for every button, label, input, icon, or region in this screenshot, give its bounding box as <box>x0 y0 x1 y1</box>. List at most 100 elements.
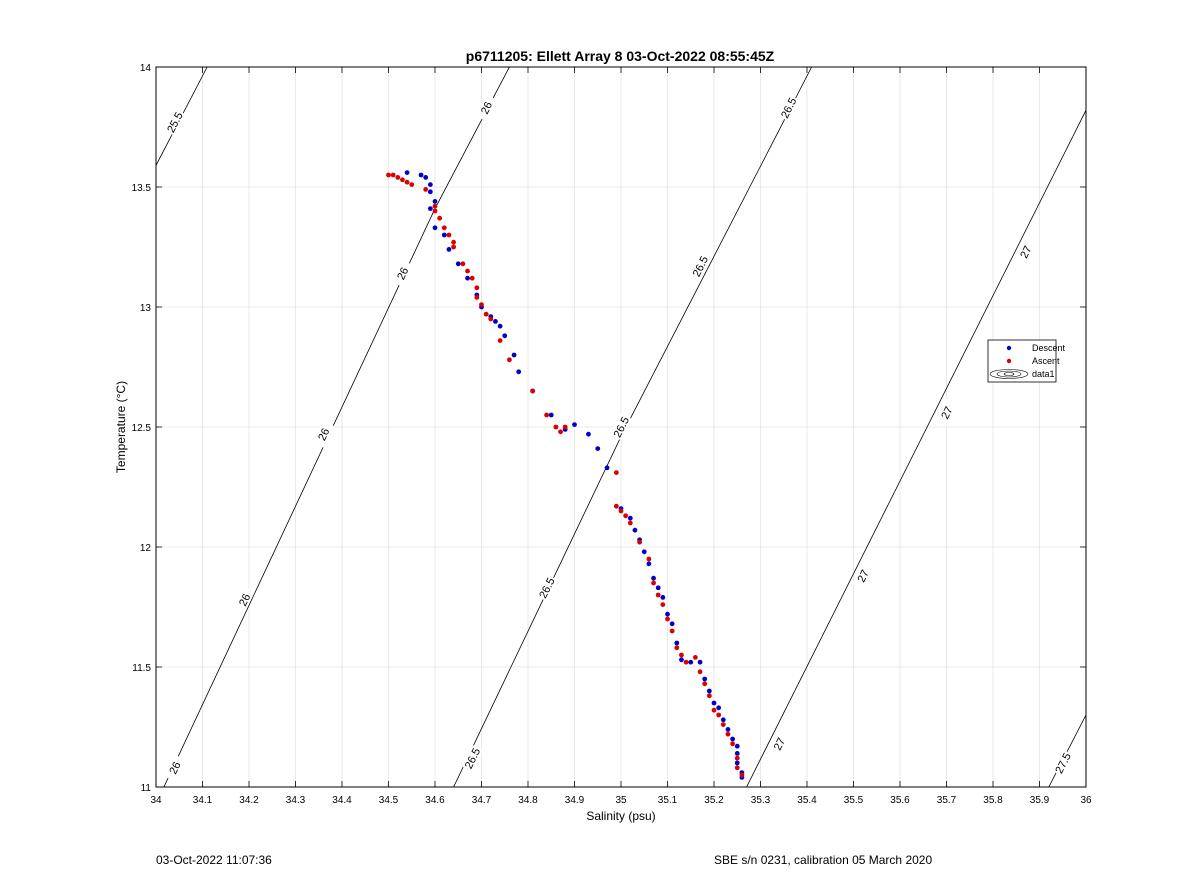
x-tick-label: 34.8 <box>518 795 538 806</box>
descent-point <box>702 676 708 682</box>
ascent-point <box>734 765 740 771</box>
legend-label-descent: Descent <box>1032 343 1066 353</box>
ascent-point <box>530 388 536 394</box>
descent-point <box>697 659 703 665</box>
descent-point <box>595 446 601 451</box>
descent-point <box>404 170 410 176</box>
ascent-point <box>706 693 712 699</box>
x-tick-label: 34.4 <box>332 795 352 806</box>
descent-point <box>502 333 508 339</box>
contour-label-bg <box>935 399 958 427</box>
ascent-point <box>441 225 447 231</box>
ascent-point <box>404 179 410 185</box>
contour-label-26: 26 <box>479 100 495 116</box>
y-tick-label: 11.5 <box>132 663 151 674</box>
contour-label-27: 27 <box>856 568 872 584</box>
ascent-point <box>460 261 466 267</box>
descent-point <box>586 431 591 437</box>
descent-point <box>432 225 438 231</box>
ascent-point <box>711 707 717 713</box>
descent-point <box>418 172 424 178</box>
y-axis-label: Temperature (°C) <box>114 381 128 473</box>
x-tick-label: 35.3 <box>751 795 771 806</box>
descent-point <box>427 189 433 195</box>
descent-point <box>730 736 735 742</box>
contour-label-bg <box>777 94 800 122</box>
ascent-point <box>562 424 568 430</box>
ascent-point <box>646 556 652 562</box>
contour-label-bg <box>391 259 414 287</box>
x-tick-label: 34.5 <box>379 795 399 806</box>
descent-point <box>711 700 717 706</box>
x-axis-ticks: 34 34.1 34.2 34.3 34.4 34.5 34.6 34.7 34.8 34.9 35… <box>150 67 1092 806</box>
ascent-point <box>395 175 401 180</box>
ascent-point <box>423 187 429 192</box>
x-tick-label: 34.9 <box>565 795 585 806</box>
ascent-point <box>637 539 642 545</box>
x-tick-label: 35.6 <box>890 795 910 806</box>
contour-line-27 <box>746 110 1086 787</box>
ascent-point <box>479 302 484 307</box>
descent-point <box>674 640 680 646</box>
legend-marker-ascent <box>1006 358 1012 364</box>
y-axis-ticks: 11 11.5 12 12.5 13 13.5 14 <box>132 63 1086 794</box>
ascent-point <box>386 172 391 178</box>
ascent-point <box>451 244 456 250</box>
ascent-point <box>613 503 619 509</box>
descent-point <box>604 465 610 471</box>
legend-label-data1: data1 <box>1032 369 1055 379</box>
descent-point <box>669 621 675 627</box>
y-tick-label: 11 <box>141 783 152 794</box>
descent-point <box>511 352 517 358</box>
descent-point <box>446 247 452 252</box>
ascent-point <box>544 412 549 418</box>
descent-point <box>432 199 438 204</box>
descent-point <box>660 595 666 600</box>
ascent-point <box>725 731 731 737</box>
ascent-point <box>720 722 726 727</box>
x-tick-label: 35.9 <box>1030 795 1050 806</box>
ascent-point <box>390 172 396 178</box>
contour-label-26: 26 <box>395 266 411 282</box>
descent-point <box>646 561 652 567</box>
footer-timestamp: 03-Oct-2022 11:07:36 <box>156 853 272 867</box>
y-tick-label: 13.5 <box>132 183 152 194</box>
ascent-point <box>674 645 680 651</box>
contour-label-bg <box>475 94 497 122</box>
ascent-point <box>627 520 633 526</box>
ascent-point <box>437 215 443 221</box>
contour-label-bg <box>233 586 255 614</box>
descent-point <box>641 549 647 555</box>
descent-point <box>632 527 638 533</box>
x-tick-label: 34.3 <box>286 795 306 806</box>
contour-label-bg <box>461 744 483 772</box>
ascent-point <box>474 285 480 291</box>
descent-point <box>493 319 498 324</box>
descent-point <box>548 412 554 418</box>
ascent-point <box>655 592 661 598</box>
descent-point <box>465 275 470 281</box>
descent-point <box>725 727 731 732</box>
contour-label-bg <box>610 413 632 441</box>
y-tick-label: 14 <box>140 63 152 74</box>
x-tick-label: 35.7 <box>937 795 957 806</box>
x-tick-label: 34.6 <box>425 795 445 806</box>
legend-marker-contour <box>989 369 1029 379</box>
ascent-point <box>446 232 452 238</box>
descent-point <box>734 760 740 766</box>
legend: Descent Ascent data1 <box>987 339 1066 383</box>
ascent-point <box>651 580 656 586</box>
descent-point <box>427 206 433 212</box>
contour-label-26: 26 <box>167 760 183 776</box>
legend-label-ascent: Ascent <box>1032 356 1060 366</box>
contour-label-bg <box>689 252 711 280</box>
descent-point <box>651 575 656 581</box>
descent-point <box>734 751 740 756</box>
ascent-point <box>432 208 438 214</box>
ascent-point <box>683 659 689 665</box>
ascent-point <box>669 628 675 634</box>
descent-point <box>627 515 633 521</box>
contour-label-bg <box>164 754 186 782</box>
ascent-point <box>465 268 470 274</box>
